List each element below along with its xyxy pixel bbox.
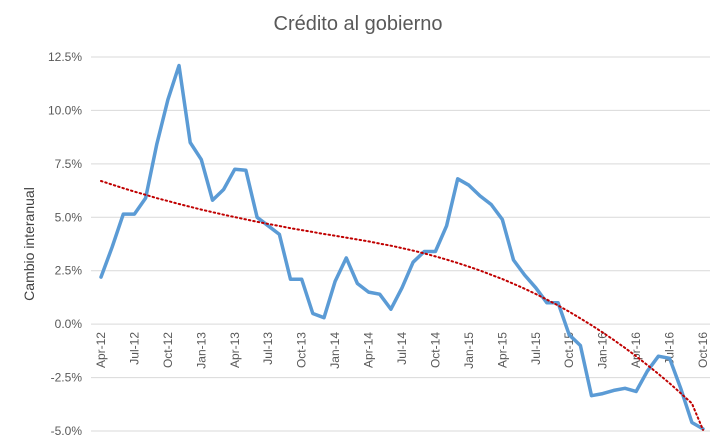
x-tick-label: Oct-15 <box>562 332 576 368</box>
y-tick-label: -2.5% <box>51 371 83 385</box>
x-axis-ticks: Apr-12 Jul-12 Oct-12 Jan-13 Apr-13 Jul-13 Oct-… <box>94 332 710 369</box>
x-tick-label: Jul-15 <box>529 332 543 365</box>
y-tick-label: 10.0% <box>48 103 82 117</box>
x-tick-label: Apr-15 <box>495 332 509 368</box>
trend-line <box>100 180 704 431</box>
x-tick-label: Apr-16 <box>629 332 643 368</box>
x-tick-label: Jul-14 <box>395 332 409 365</box>
x-tick-label: Oct-14 <box>428 332 442 368</box>
y-tick-label: 0.0% <box>55 317 83 331</box>
x-tick-label: Jul-12 <box>127 332 141 365</box>
x-tick-label: Apr-14 <box>362 332 376 368</box>
x-tick-label: Jan-13 <box>194 332 208 369</box>
y-tick-label: 5.0% <box>55 210 83 224</box>
y-axis-label: Cambio interanual <box>21 187 37 301</box>
y-tick-label: 2.5% <box>55 264 83 278</box>
x-tick-label: Jan-15 <box>462 332 476 369</box>
gridlines <box>91 56 710 432</box>
x-tick-label: Jan-14 <box>328 332 342 369</box>
x-tick-label: Oct-13 <box>295 332 309 368</box>
series-layer <box>99 63 705 431</box>
chart-title: Crédito al gobierno <box>274 13 443 35</box>
x-tick-label: Apr-12 <box>94 332 108 368</box>
x-tick-label: Jul-13 <box>261 332 275 365</box>
y-axis-ticks: -5.0% -2.5% 0.0% 2.5% 5.0% 7.5% 10.0% 12.5% <box>48 50 82 438</box>
x-tick-label: Apr-13 <box>228 332 242 368</box>
x-tick-label: Jan-16 <box>596 332 610 369</box>
y-tick-label: 7.5% <box>55 157 83 171</box>
y-tick-label: -5.0% <box>51 424 83 438</box>
x-tick-label: Oct-12 <box>161 332 175 368</box>
x-tick-label: Oct-16 <box>696 332 710 368</box>
y-tick-label: 12.5% <box>48 50 82 64</box>
data-line <box>99 63 705 431</box>
